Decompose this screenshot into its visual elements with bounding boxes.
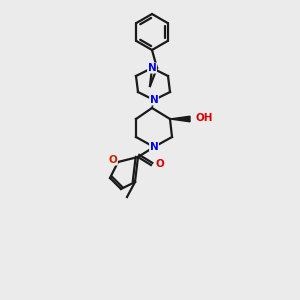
Text: O: O (109, 155, 117, 165)
Text: N: N (150, 142, 158, 152)
Text: N: N (148, 63, 156, 73)
Text: N: N (150, 95, 158, 105)
Text: O: O (155, 159, 164, 169)
Polygon shape (170, 116, 190, 122)
Text: OH: OH (196, 113, 214, 123)
